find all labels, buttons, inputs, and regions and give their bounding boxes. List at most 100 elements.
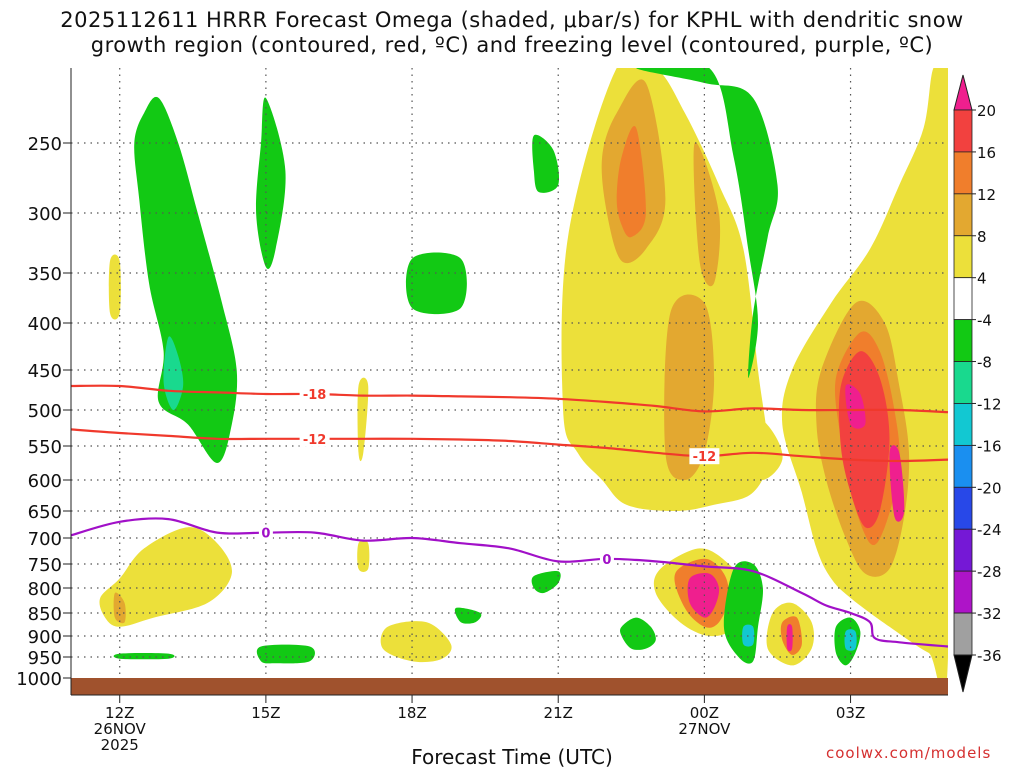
contour-label: 0: [261, 527, 270, 542]
contour-label-bg: [299, 386, 330, 402]
omega-region: [255, 97, 286, 269]
y-tick-label: 500: [28, 401, 62, 422]
x-tick-label: 00Z: [690, 704, 719, 722]
contour-label: -12: [693, 450, 717, 465]
colorbar-label: -12: [977, 395, 1002, 413]
grid-lines: [71, 68, 948, 678]
contour-label-bg: [689, 448, 720, 465]
isotherm-line: [71, 428, 948, 463]
colorbar-label: 20: [977, 102, 996, 120]
y-tick-label: 950: [28, 648, 62, 669]
terrain-bar: [71, 678, 948, 695]
colorbar-cell: [953, 235, 973, 279]
colorbar-label: -20: [977, 479, 1002, 497]
colorbar-cell: [953, 361, 973, 404]
y-tick-label: 550: [28, 437, 62, 458]
x-tick-label: 12Z: [105, 704, 134, 722]
x-tick-label: 03Z: [836, 704, 865, 722]
omega-region: [405, 252, 467, 315]
omega-region: [357, 377, 369, 462]
contour-labels: -18 -12 -12 0 0: [258, 386, 720, 568]
omega-region: [620, 617, 656, 650]
colorbar-label: -8: [977, 354, 992, 372]
y-tick-label: 400: [28, 314, 62, 335]
omega-region: [454, 607, 482, 624]
colorbar-label: -36: [977, 647, 1002, 665]
colorbar-cell: [953, 403, 973, 446]
colorbar-label: 12: [977, 186, 996, 204]
omega-region: [664, 294, 715, 481]
colorbar-cell: [953, 151, 973, 195]
omega-region: [134, 96, 238, 463]
omega-region: [108, 254, 121, 320]
contour-label-bg: [299, 430, 330, 447]
omega-region: [532, 134, 560, 193]
colorbar-cell: [953, 612, 973, 656]
omega-region: [256, 644, 315, 664]
contour-label-bg: [599, 550, 614, 567]
omega-region: [693, 142, 721, 287]
omega-region: [845, 384, 866, 429]
y-tick-label: 850: [28, 604, 62, 625]
colorbar-bottom-arrow: [953, 654, 973, 693]
y-tick-label: 800: [28, 579, 62, 600]
omega-region: [786, 624, 793, 652]
omega-region: [380, 621, 452, 663]
omega-region: [113, 653, 175, 660]
x-axis-label: Forecast Time (UTC): [411, 745, 613, 769]
y-tick-label: 350: [28, 264, 62, 285]
y-tick-label: 1000: [16, 669, 62, 690]
x-tick-label: 21Z: [544, 704, 573, 722]
y-tick-label: 250: [28, 134, 62, 155]
omega-region: [616, 126, 646, 238]
y-tick-label: 700: [28, 529, 62, 550]
colorbar-cell: [953, 109, 973, 153]
x-tick-label: 26NOV: [94, 720, 147, 738]
contour-label: -18: [303, 388, 327, 403]
colorbar-label: 8: [977, 228, 987, 246]
x-tick-label: 27NOV: [678, 720, 731, 738]
omega-region: [889, 445, 905, 522]
omega-region: [687, 572, 720, 618]
colorbar-top-arrow: [953, 74, 973, 111]
colorbar-label: -32: [977, 605, 1002, 623]
isotherm-line: [71, 384, 948, 414]
y-tick-label: 750: [28, 555, 62, 576]
contour-label-bg: [258, 524, 273, 541]
colorbar-cell: [953, 319, 973, 362]
omega-region: [357, 539, 370, 573]
y-tick-label: 600: [28, 471, 62, 492]
chart-title-line-2: growth region (contoured, red, ºC) and f…: [90, 33, 934, 57]
colorbar-cell: [953, 277, 973, 321]
colorbar-cell: [953, 486, 973, 530]
contour-lines: [71, 384, 948, 648]
y-tick-label: 300: [28, 204, 62, 225]
colorbar-label: 16: [977, 144, 996, 162]
colorbar-cell: [953, 528, 973, 572]
site-credit: coolwx.com/models: [826, 744, 992, 762]
contour-label: -12: [303, 433, 327, 448]
omega-region: [99, 527, 232, 627]
x-tick-label: 15Z: [251, 704, 280, 722]
y-tick-label: 450: [28, 361, 62, 382]
colorbar-label: -24: [977, 521, 1002, 539]
chart-title-line-1: 2025112611 HRRR Forecast Omega (shaded, …: [60, 8, 964, 32]
colorbar-cell: [953, 444, 973, 488]
y-tick-label: 650: [28, 502, 62, 523]
colorbar-label: -16: [977, 437, 1002, 455]
colorbar-label: -28: [977, 563, 1002, 581]
omega-region: [636, 68, 778, 379]
colorbar: 20 16 12 8 4 -4 -8 -12 -16 -20 -24 -28 -32 -36: [953, 74, 1002, 693]
colorbar-label: -4: [977, 312, 992, 330]
omega-region: [732, 416, 783, 481]
contour-label: 0: [602, 553, 611, 568]
y-tick-label: 900: [28, 627, 62, 648]
x-tick-label: 2025: [101, 736, 139, 754]
colorbar-cell: [953, 193, 973, 237]
isotherm-line: [71, 517, 948, 648]
x-tick-label: 18Z: [397, 704, 426, 722]
colorbar-label: 4: [977, 270, 987, 288]
y-axis: 2503003504004505005506006507007508008509…: [16, 68, 72, 695]
